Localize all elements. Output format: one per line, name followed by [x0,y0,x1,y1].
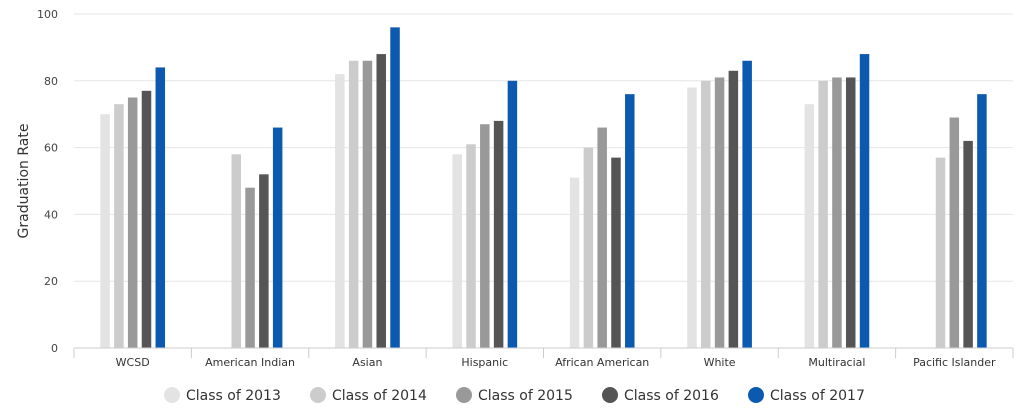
bar[interactable] [949,117,960,348]
legend: Class of 2013 Class of 2014 Class of 2015 C… [164,387,865,404]
bar[interactable] [348,60,359,348]
bar[interactable] [114,104,124,349]
bar[interactable] [977,94,987,348]
bar[interactable] [569,177,580,348]
axis-layer: 0 20 40 60 80 100 WCSD American Indian Asian Hisp… [37,8,1014,369]
bar[interactable] [845,77,856,349]
bars-layer [100,27,987,349]
bar[interactable] [701,80,711,349]
legend-marker [456,387,472,403]
bar[interactable] [611,157,621,348]
legend-label: Class of 2016 [624,388,719,404]
bar[interactable] [452,154,462,348]
bar[interactable] [245,187,255,348]
y-tick-label: 100 [37,8,58,21]
bar[interactable] [935,157,946,348]
y-tick-label: 0 [51,342,58,355]
legend-label: Class of 2015 [478,388,573,404]
bar[interactable] [376,54,386,349]
bar[interactable] [493,120,504,348]
bar[interactable] [687,87,697,348]
bar[interactable] [804,104,815,349]
legend-label: Class of 2014 [332,388,427,404]
bar[interactable] [480,124,490,348]
bar[interactable] [390,27,400,349]
bar[interactable] [362,60,373,348]
legend-item[interactable]: Class of 2015 [456,387,573,404]
x-tick-label: American Indian [205,356,295,369]
legend-marker [748,387,764,403]
x-tick-label: Pacific Islander [913,356,996,369]
x-tick-label: Hispanic [461,356,508,369]
bar[interactable] [127,97,138,349]
bar[interactable] [583,147,594,348]
x-tick-label: Asian [352,356,382,369]
bar[interactable] [100,114,110,348]
bar[interactable] [832,77,842,349]
legend-marker [602,387,618,403]
legend-label: Class of 2017 [770,388,865,404]
bar[interactable] [507,80,518,349]
x-tick-label: Multiracial [808,356,865,369]
bar[interactable] [728,70,739,348]
bar[interactable] [259,174,269,348]
y-tick-label: 80 [44,75,58,88]
legend-label: Class of 2013 [186,388,281,404]
bar[interactable] [272,127,283,348]
bar[interactable] [714,77,725,349]
legend-marker [164,387,180,403]
legend-marker [310,387,326,403]
bar[interactable] [141,90,152,348]
bar[interactable] [155,67,166,348]
legend-item[interactable]: Class of 2014 [310,387,427,404]
legend-item[interactable]: Class of 2016 [602,387,719,404]
grid-layer [74,13,1013,282]
y-tick-label: 60 [44,142,58,155]
bar[interactable] [231,154,242,348]
x-tick-label: African American [555,356,649,369]
legend-item[interactable]: Class of 2013 [164,387,281,404]
bar[interactable] [466,144,476,348]
bar[interactable] [625,94,635,348]
bar[interactable] [818,80,828,349]
x-tick-label: WCSD [116,356,150,369]
bar[interactable] [597,127,607,348]
x-tick-label: White [704,356,736,369]
y-tick-label: 20 [44,275,58,288]
legend-item[interactable]: Class of 2017 [748,387,865,404]
bar[interactable] [859,54,870,349]
bar[interactable] [742,60,752,348]
bar[interactable] [963,140,973,348]
y-tick-label: 40 [44,208,58,221]
bar[interactable] [335,74,345,349]
y-axis-label: Graduation Rate [16,124,32,239]
